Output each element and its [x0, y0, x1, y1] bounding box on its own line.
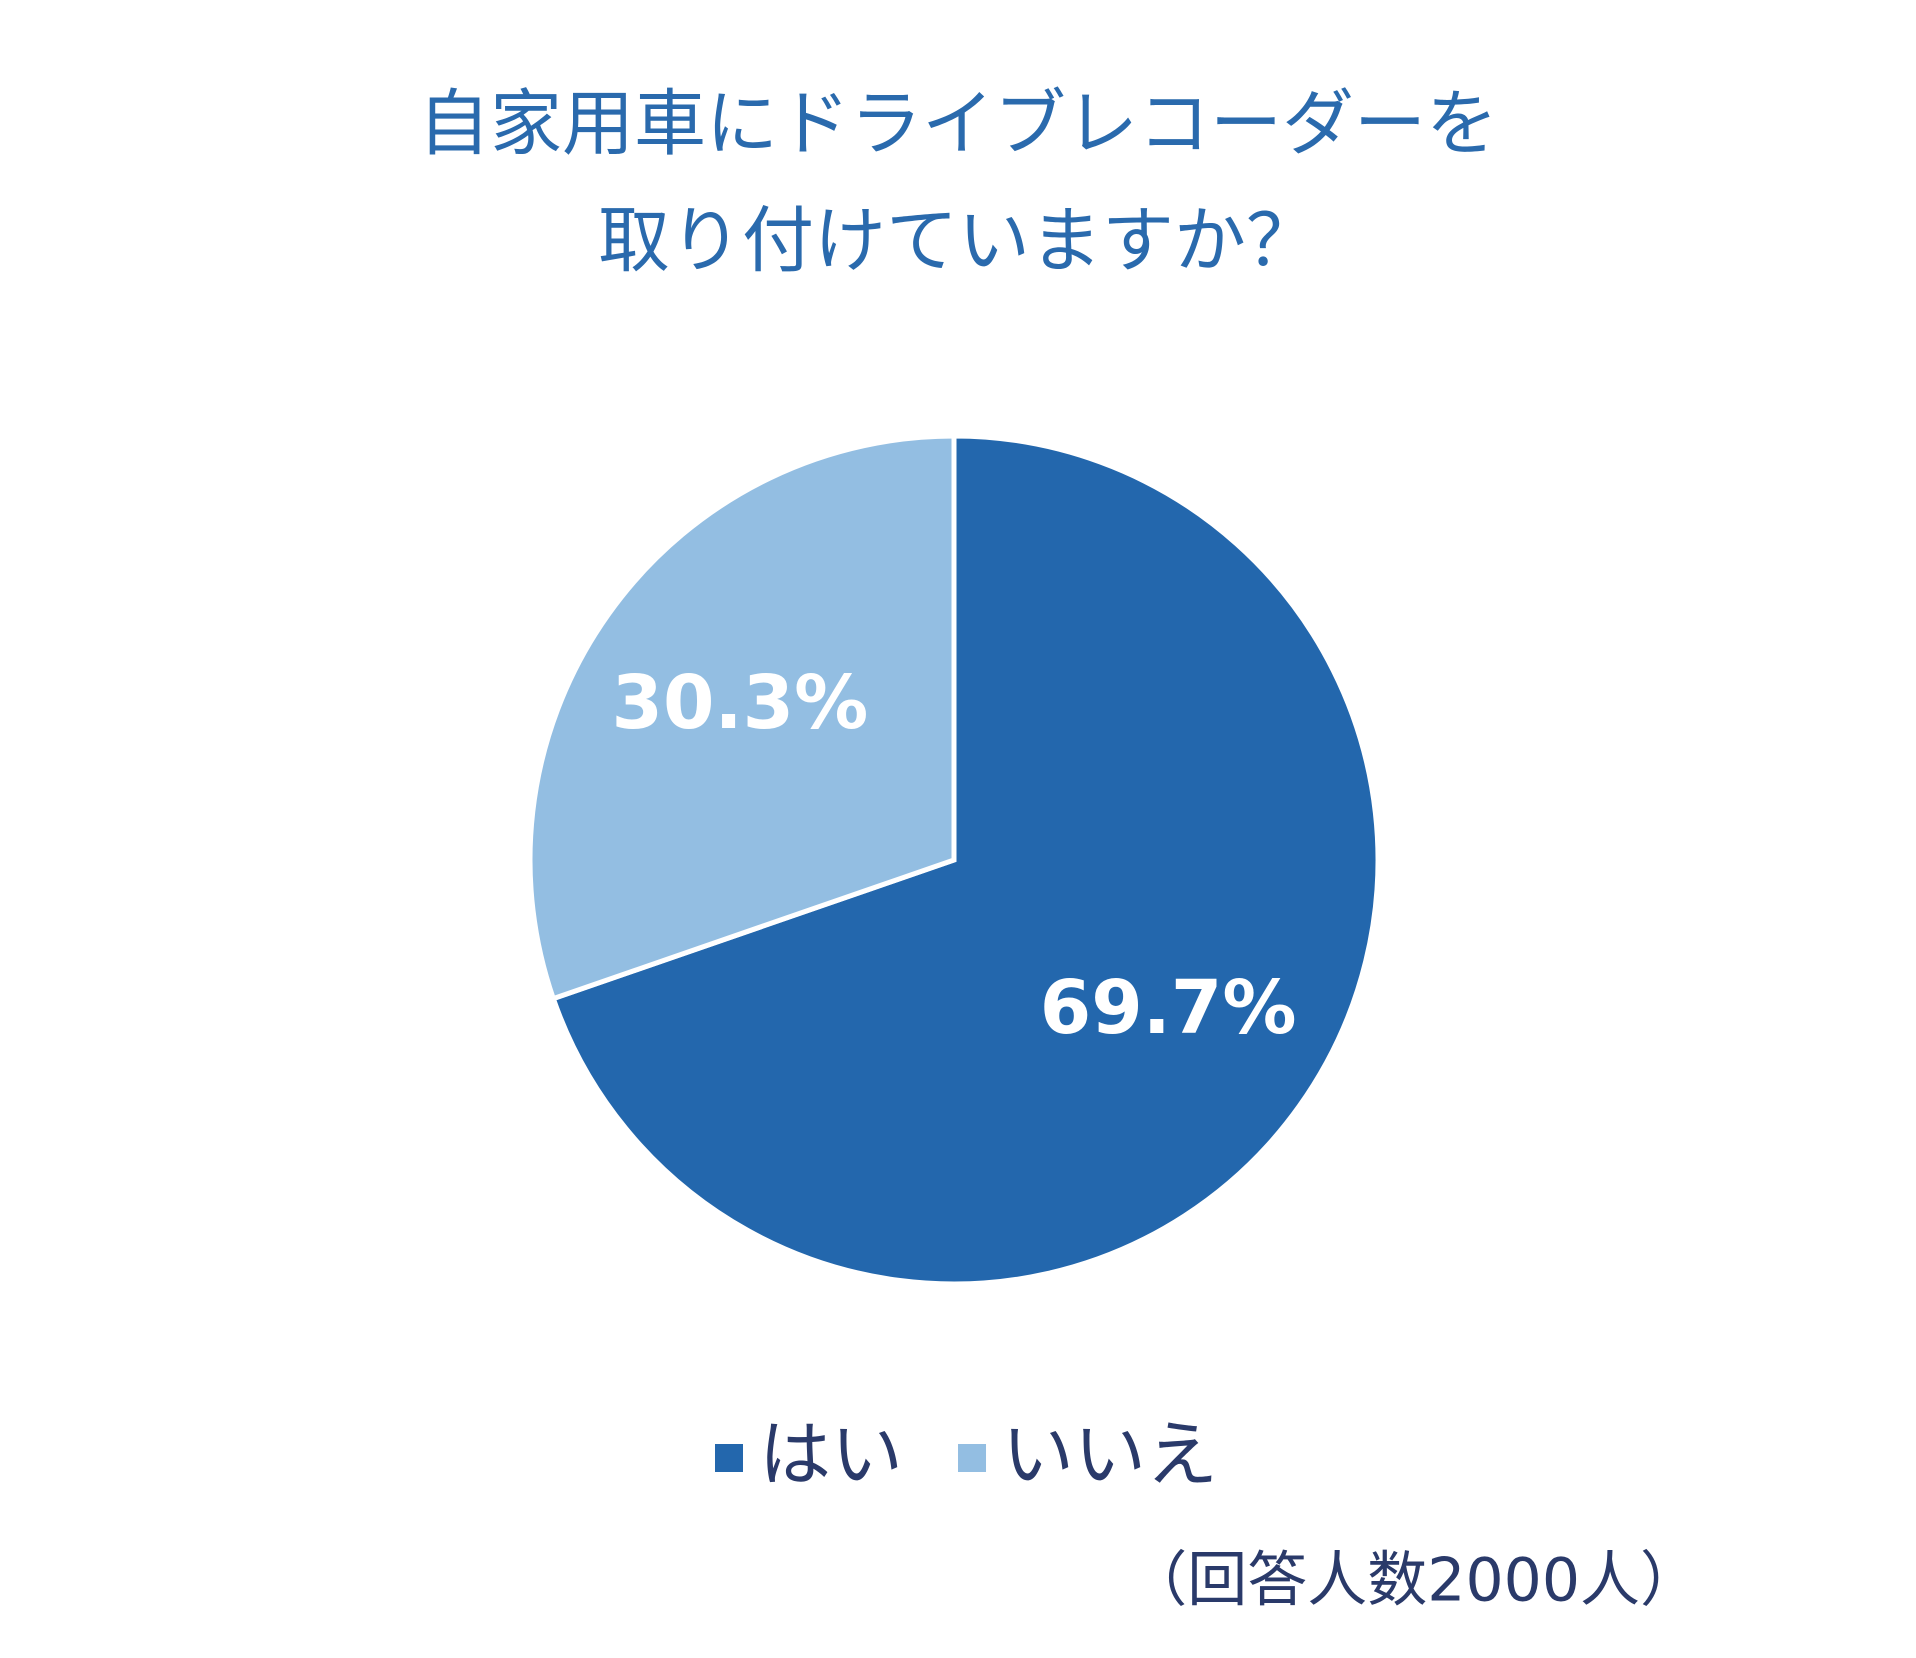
legend-marker — [715, 1444, 743, 1472]
data-label: 30.3% — [612, 660, 869, 746]
note: （回答人数2000人） — [1127, 1546, 1700, 1616]
chart-title: 自家用車にドライブレコーダーを — [418, 82, 1498, 166]
pie-slice — [527, 433, 957, 1002]
data-label: 69.7% — [1040, 965, 1297, 1051]
legend-label: いいえ — [1002, 1413, 1218, 1497]
legend-marker — [958, 1444, 987, 1472]
pie-slice — [550, 433, 1381, 1287]
legend-label: はい — [759, 1413, 903, 1497]
chart-title: 取り付けていますか？ — [598, 199, 1318, 283]
